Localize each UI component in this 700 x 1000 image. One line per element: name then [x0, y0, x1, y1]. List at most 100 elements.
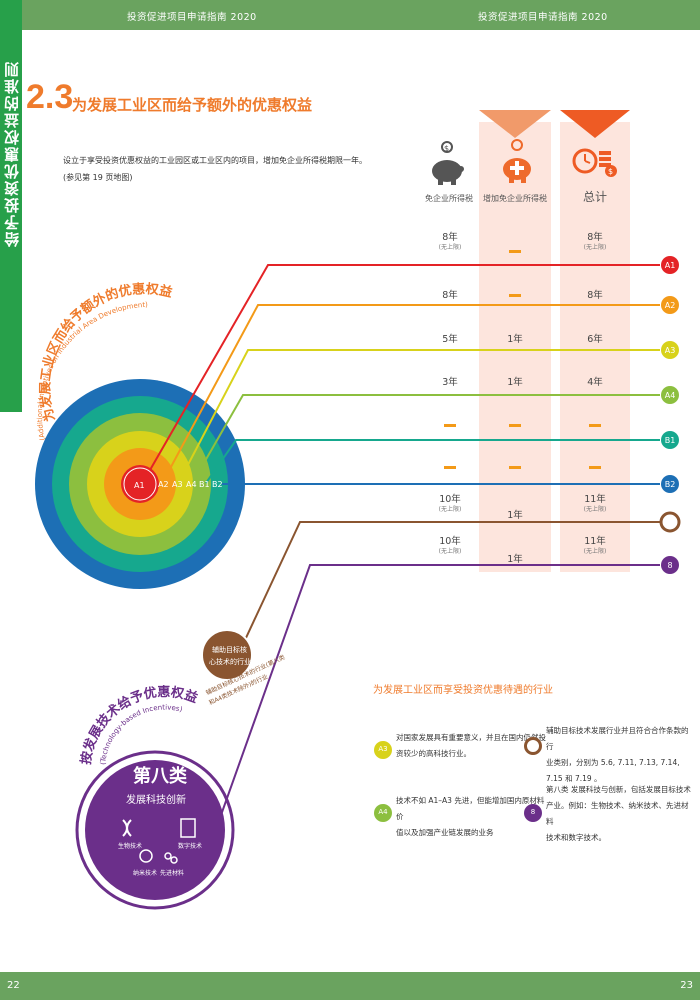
ring-label: A4 [186, 480, 197, 489]
tech-item: 数字技术 [178, 842, 202, 850]
legend-item-8: 第八类 发展科技与创新，包括发展目标技术 产业。例如：生物技术、纳米技术、先进材… [546, 782, 694, 846]
row-a2-col2-dash [509, 294, 521, 297]
legend-item-a3: 对国家发展具有重要意义，并且在国内仍然投 资较少的高科技行业。 [396, 730, 546, 762]
column-header-exemption: 免企业所得税 [425, 194, 473, 203]
ring-label: A1 [134, 481, 145, 490]
row-a4-col1: 3年 [442, 377, 458, 388]
intro-reference: (参见第 19 页地图) [63, 173, 133, 182]
badge-label: A2 [665, 301, 676, 310]
row-a1-col3: 8年 (无上限) [583, 232, 607, 251]
badge-label: A3 [665, 346, 676, 355]
row-brown-col1: 10年 (无上限) [438, 494, 462, 513]
badge-label: 8 [667, 561, 672, 570]
clock-coins-icon: $ [572, 148, 617, 177]
legend-text: 业类别，分别为 5.6, 7.11, 7.13, 7.14, 7.15 和 7.… [546, 758, 680, 783]
target-core-tech-circle [201, 629, 253, 681]
nano-icon [139, 849, 153, 863]
legend-badge-8 [524, 804, 542, 822]
connector-a4 [192, 394, 660, 483]
row-b2-col2-dash [509, 466, 521, 469]
connector-brown [244, 521, 660, 641]
legend-badge-label: A3 [378, 745, 388, 753]
row-brown-col2: 1年 [507, 510, 523, 521]
row-brown-col3: 11年 (无上限) [583, 494, 607, 513]
page-number-right: 23 [680, 980, 693, 991]
row-a2-col3: 8年 [587, 290, 603, 301]
row-a3-col2: 1年 [507, 334, 523, 345]
badge-label: A1 [665, 261, 676, 270]
column-chevron [479, 110, 551, 138]
row-b2-col1-dash [444, 466, 456, 469]
badge-b2 [661, 475, 679, 493]
legend-badge-label: 8 [530, 808, 536, 816]
top-header-bar: 投资促进项目申请指南 2020 投资促进项目申请指南 2020 [0, 0, 700, 30]
row-a4-col2: 1年 [507, 377, 523, 388]
intro-line: 设立于享受投资优惠权益的工业园区或工业区内的项目，增加免企业所得税期限一年。 [63, 156, 367, 165]
legend-text: 技术和数字技术。 [546, 833, 606, 842]
badge-brown [659, 511, 681, 533]
legend-text: 第八类 发展科技与创新，包括发展目标技术 [546, 785, 691, 794]
badge-label: B1 [665, 436, 676, 445]
badge-a4 [661, 386, 679, 404]
ring-a1-inner [123, 467, 157, 501]
material-icon [164, 852, 172, 860]
industries-heading: 为发展工业区而享受投资优惠待遇的行业 [373, 685, 553, 696]
row-a4-col3: 4年 [587, 377, 603, 388]
legend-text: 辅助目标技术发展行业并且符合合作条款的行 [546, 726, 689, 751]
legend-badge-label: A4 [378, 808, 388, 816]
total-column-band [560, 122, 630, 572]
header-title-right: 投资促进项目申请指南 2020 [478, 12, 608, 23]
row-8-col1: 10年 (无上限) [438, 536, 462, 555]
tech-item: 纳米技术 [133, 869, 157, 877]
ring-label: A3 [172, 480, 183, 489]
column-header-additional: 增加免企业所得税 [483, 194, 547, 203]
connector-a3 [179, 349, 660, 481]
badge-b1 [661, 431, 679, 449]
tech-circle [85, 760, 225, 900]
digital-chip-icon [180, 818, 196, 838]
piggy-bank-plus-icon [503, 139, 531, 183]
tech-circle-outline [75, 750, 235, 910]
piggy-bank-icon: $ [432, 141, 464, 185]
brown-circle-text: 心技术的行业 [209, 657, 251, 666]
dna-icon [122, 819, 132, 837]
row-a2-col1: 8年 [442, 290, 458, 301]
header-title-left: 投资促进项目申请指南 2020 [127, 12, 257, 23]
badge-a3 [661, 341, 679, 359]
row-a3-col1: 5年 [442, 334, 458, 345]
badge-label: B2 [665, 480, 676, 489]
ring-label: B1 [199, 480, 210, 489]
tech-circle-title: 第八类 [133, 765, 188, 787]
ring-label: A2 [158, 480, 169, 489]
page-number-left: 22 [7, 980, 20, 991]
legend-item-a4: 技术不如 A1–A3 先进，但能增加国内原材料价 值以及加强产业链发展的业务 [396, 793, 546, 841]
svg-text:$: $ [608, 167, 613, 176]
badge-brown-inner [665, 517, 675, 527]
connector-b1 [205, 439, 660, 484]
badge-8 [661, 556, 679, 574]
legend-text: 值以及加强产业链发展的业务 [396, 828, 494, 837]
ring-a1 [121, 465, 159, 503]
legend-badge-brown [524, 737, 542, 755]
connector-a2 [164, 304, 660, 479]
row-8-col2: 1年 [507, 554, 523, 565]
legend-text: 技术不如 A1–A3 先进，但能增加国内原材料价 [396, 796, 545, 821]
column-header-total: 总计 [582, 190, 607, 204]
badge-label: A4 [665, 391, 676, 400]
material-icon-2 [170, 856, 178, 864]
ring-label: B2 [212, 480, 223, 489]
row-b1-col1-dash [444, 424, 456, 427]
chapter-sidebar: 给予投资优惠权益的准则 [0, 0, 22, 412]
tech-item: 先进材料 [160, 869, 184, 877]
section-number: 2.3 [26, 78, 74, 116]
row-b2-col3-dash [589, 466, 601, 469]
legend-item-brown: 辅助目标技术发展行业并且符合合作条款的行 业类别，分别为 5.6, 7.11, … [546, 723, 694, 787]
legend-text: 资较少的高科技行业。 [396, 749, 471, 758]
section-title: 为发展工业区而给予额外的优惠权益 [72, 96, 313, 114]
additional-exemption-column-band [479, 122, 551, 572]
row-a1-col2-dash [509, 250, 521, 253]
legend-badge-a4 [374, 804, 392, 822]
brown-circle-text: 辅助目标核 [212, 645, 247, 654]
row-8-col3: 11年 (无上限) [583, 536, 607, 555]
